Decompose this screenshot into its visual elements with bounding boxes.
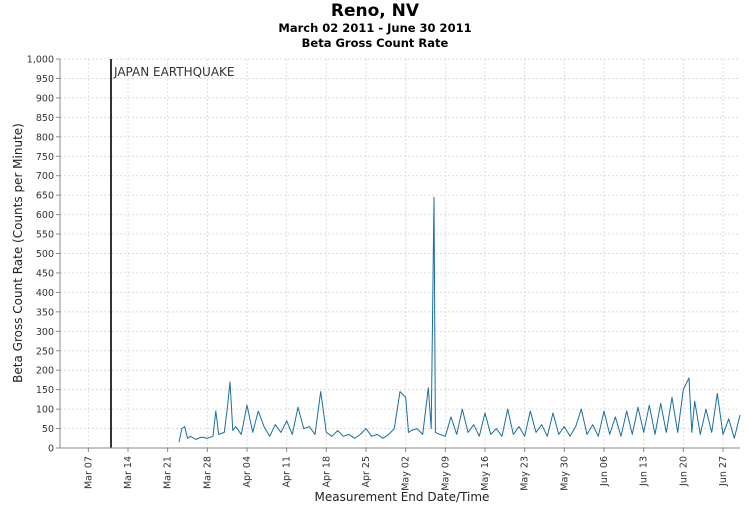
y-tick-label: 900 (36, 93, 54, 104)
earthquake-annotation-label: JAPAN EARTHQUAKE (113, 65, 235, 79)
y-tick-label: 750 (36, 152, 54, 163)
x-tick-label: Jun 06 (599, 456, 610, 487)
axes-layer: 0 50 100 150 200 250 300 350 400 450 500 550 600 650 7… (27, 55, 740, 491)
y-tick-label: 300 (36, 327, 54, 338)
x-tick-label: May 30 (559, 456, 570, 491)
y-tick-label: 700 (36, 171, 54, 182)
x-tick-label: Jun 13 (639, 456, 650, 487)
y-tick-label: 350 (36, 307, 54, 318)
x-tick-label: Apr 25 (361, 456, 372, 488)
y-tick-label: 450 (36, 268, 54, 279)
y-tick-label: 0 (48, 444, 54, 455)
grid-lines (60, 58, 740, 449)
y-tick-label: 400 (36, 288, 54, 299)
x-tick-label: Mar 07 (83, 456, 94, 489)
x-tick-label: May 23 (520, 456, 531, 491)
y-tick-label: 100 (36, 405, 54, 416)
y-axis-label: Beta Gross Count Rate (Counts per Minute… (11, 123, 25, 383)
y-tick-label: 600 (36, 210, 54, 221)
chart-subtitle-2: Beta Gross Count Rate (301, 36, 449, 50)
x-axis-label: Measurement End Date/Time (315, 490, 490, 504)
series-line (178, 196, 741, 443)
chart-titles: Reno, NV March 02 2011 - June 30 2011 Be… (0, 0, 750, 51)
x-tick-label: Jun 27 (718, 456, 729, 487)
y-tick-label: 550 (36, 230, 54, 241)
y-tick-label: 1,000 (27, 55, 54, 66)
x-tick-label: Apr 04 (242, 456, 253, 488)
x-tick-label: Mar 21 (163, 456, 174, 489)
series-layer (178, 196, 741, 443)
y-tick-label: 650 (36, 191, 54, 202)
y-tick-label: 850 (36, 113, 54, 124)
chart-subtitle: March 02 2011 - June 30 2011 (278, 21, 472, 35)
x-tick-label: Apr 11 (282, 456, 293, 488)
x-tick-label: Mar 14 (123, 456, 134, 489)
x-tick-label: May 02 (401, 456, 412, 491)
y-tick-label: 250 (36, 346, 54, 357)
annotation-layer: JAPAN EARTHQUAKE (110, 59, 235, 448)
x-tick-label: May 16 (480, 456, 491, 491)
x-tick-label: May 09 (440, 456, 451, 491)
y-tick-label: 500 (36, 249, 54, 260)
y-tick-label: 200 (36, 366, 54, 377)
x-tick-label: Jun 20 (678, 456, 689, 487)
x-tick-label: Apr 18 (321, 456, 332, 488)
y-tick-label: 50 (42, 424, 54, 435)
y-tick-label: 800 (36, 132, 54, 143)
y-tick-label: 950 (36, 74, 54, 85)
x-tick-label: Mar 28 (202, 456, 213, 489)
y-tick-label: 150 (36, 385, 54, 396)
chart-title: Reno, NV (330, 1, 420, 21)
